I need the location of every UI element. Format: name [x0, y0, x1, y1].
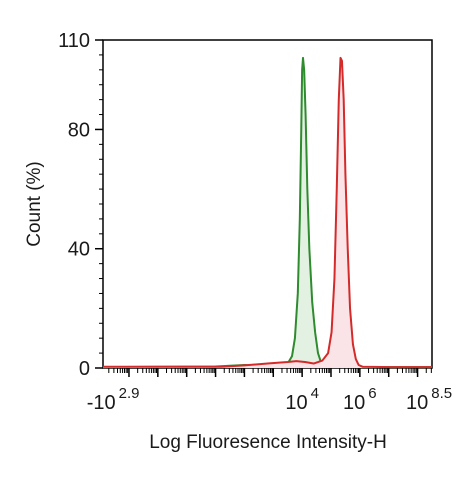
y-tick-label: 40 [68, 239, 90, 261]
y-tick-label: 80 [68, 119, 90, 141]
label-layer: 0 40 80 110 -10 2.9 10 4 10 6 10 8.5 [58, 30, 452, 414]
series-2-line [103, 56, 432, 369]
series-1-line [102, 56, 432, 369]
y-tick-label: 0 [79, 358, 90, 380]
y-tick-label: 110 [58, 30, 90, 52]
x-tick-label: 10 4 [285, 385, 319, 414]
axis-layer [95, 39, 432, 377]
x-axis-title: Log Fluoresence Intensity-H [149, 432, 387, 453]
plot-frame [102, 39, 433, 369]
series-2-fill [103, 57, 432, 368]
series-layer [102, 56, 432, 369]
x-tick-label: 10 8.5 [406, 385, 452, 414]
series-1-fill [103, 57, 432, 368]
y-axis-title: Count (%) [24, 161, 45, 247]
plot-area [102, 39, 433, 369]
x-tick-label: 10 6 [343, 385, 377, 414]
x-tick-label: -10 2.9 [87, 385, 140, 414]
